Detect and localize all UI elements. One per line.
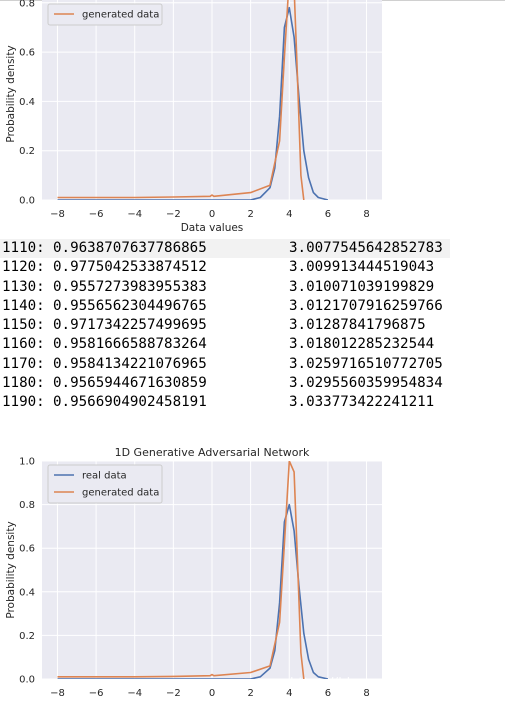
x-tick-label: −6 [89, 688, 104, 699]
log-row: 1150: 0.9717342257499695 3.01287841796875 [0, 316, 505, 335]
log-loss-b: 3.01287841796875 [289, 317, 426, 334]
log-loss-a: 0.9557273983955383 [53, 278, 207, 295]
log-loss-b: 3.010071039199829 [289, 278, 435, 295]
y-tick-label: 0.4 [19, 587, 35, 598]
log-step: 1150: [2, 317, 45, 334]
y-tick-label: 0.2 [19, 631, 35, 642]
x-tick-label: 6 [325, 209, 331, 220]
log-step: 1110: [2, 240, 45, 256]
series-line-generated [57, 0, 305, 200]
x-tick-label: 0 [209, 688, 215, 699]
log-loss-a: 0.9717342257499695 [53, 317, 207, 334]
log-loss-a: 0.9581666588783264 [53, 336, 207, 353]
log-loss-b: 3.018012285232544 [289, 336, 435, 353]
series-line-generated [57, 461, 305, 679]
series-line-real [57, 503, 329, 679]
legend [47, 3, 163, 26]
log-row: 1130: 0.9557273983955383 3.010071039199829 [0, 278, 505, 297]
y-tick-label: 1.0 [19, 457, 35, 468]
y-tick-label: 0.8 [19, 500, 35, 511]
log-loss-a: 0.9775042533874512 [53, 259, 207, 276]
legend-entry: generated data [82, 488, 159, 499]
x-tick-label: −6 [89, 209, 104, 220]
legend [47, 464, 163, 504]
y-tick-label: 0.4 [19, 97, 35, 108]
y-tick-label: 0.0 [19, 675, 35, 686]
y-tick-label: 0.6 [19, 48, 35, 59]
watermark: https://blog.csdn.net/qq_41627642 [290, 676, 505, 691]
log-row: 1160: 0.9581666588783264 3.018012285232544 [0, 335, 505, 354]
log-loss-a: 0.9638707637786865 [53, 240, 207, 256]
log-loss-a: 0.9566904902458191 [53, 394, 207, 411]
x-tick-label: 0 [209, 209, 215, 220]
log-step: 1190: [2, 394, 45, 411]
y-tick-label: 0.6 [19, 544, 35, 555]
x-tick-label: 8 [363, 688, 369, 699]
legend-entry: real data [82, 471, 127, 482]
x-tick-label: −4 [127, 209, 142, 220]
log-loss-b: 3.0077545642852783 [289, 240, 443, 256]
log-row: 1120: 0.9775042533874512 3.009913444519043 [0, 258, 505, 277]
log-loss-b: 3.0259716510772705 [289, 355, 443, 372]
x-tick-label: −8 [50, 688, 65, 699]
log-step: 1130: [2, 278, 45, 295]
y-tick-label: 0.0 [19, 196, 35, 207]
log-loss-a: 0.9584134221076965 [53, 355, 207, 372]
log-step: 1120: [2, 259, 45, 276]
log-loss-a: 0.9556562304496765 [53, 297, 207, 314]
x-tick-label: 4 [286, 688, 292, 699]
series-line-real [57, 6, 329, 200]
log-row: 1180: 0.9565944671630859 3.029556035995483… [0, 374, 505, 393]
x-tick-label: 8 [363, 209, 369, 220]
x-tick-label: 2 [247, 209, 253, 220]
y-tick-label: 0.2 [19, 146, 35, 157]
log-row: 1170: 0.9584134221076965 3.025971651077270… [0, 355, 505, 374]
bottom-density-chart: −8 −6 −4 −2 0 2 4 6 8 0.0 0.2 0.4 0.6 0.8 1.0 Probabili… [5, 446, 382, 699]
legend-entry: generated data [82, 10, 159, 21]
chart-title: 1D Generative Adversarial Network [115, 446, 310, 459]
log-step: 1160: [2, 336, 45, 353]
log-loss-b: 3.033773422241211 [289, 394, 435, 411]
log-row: 1110: 0.9638707637786865 3.007754564285278… [0, 239, 450, 259]
x-axis-label: Data values [181, 222, 244, 234]
log-loss-a: 0.9565944671630859 [53, 375, 207, 392]
training-log: 1110: 0.9638707637786865 3.007754564285278… [0, 239, 505, 413]
y-tick-label: 0.8 [19, 0, 35, 9]
log-step: 1170: [2, 355, 45, 372]
log-step: 1140: [2, 297, 45, 314]
top-density-chart: −8 −6 −4 −2 0 2 4 6 8 0.0 0.2 0.4 0.6 0.8 Probability … [5, 0, 382, 234]
y-axis-label: Probability density [5, 521, 17, 618]
log-loss-b: 3.009913444519043 [289, 259, 435, 276]
log-loss-b: 3.0121707916259766 [289, 297, 443, 314]
log-row: 1190: 0.9566904902458191 3.033773422241211 [0, 393, 505, 412]
x-tick-label: −8 [50, 209, 65, 220]
x-tick-label: 6 [325, 688, 331, 699]
x-tick-label: 2 [247, 688, 253, 699]
log-step: 1180: [2, 375, 45, 392]
y-axis-label: Probability density [5, 45, 17, 142]
x-tick-label: −2 [166, 209, 181, 220]
x-tick-label: −4 [127, 688, 142, 699]
log-loss-b: 3.0295560359954834 [289, 375, 443, 392]
log-row: 1140: 0.9556562304496765 3.012170791625976… [0, 297, 505, 316]
x-tick-label: −2 [166, 688, 181, 699]
x-tick-label: 4 [286, 209, 292, 220]
